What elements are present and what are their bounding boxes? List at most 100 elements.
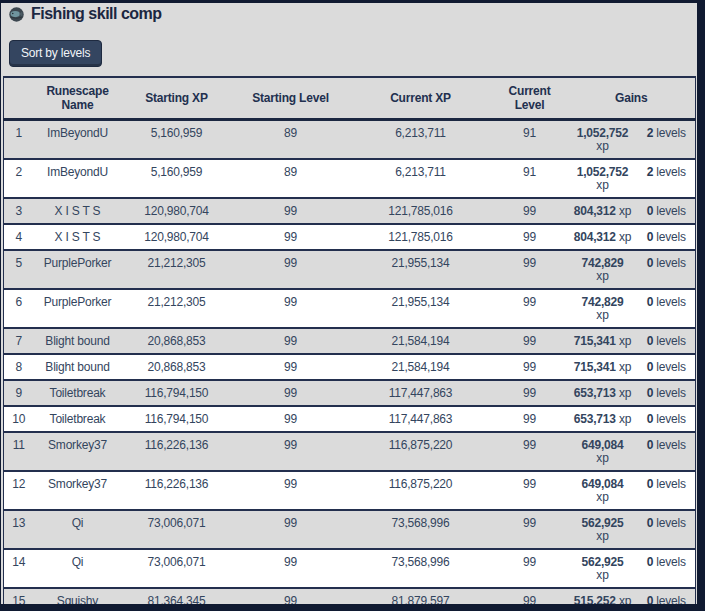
gains-xp-value: 653,713: [574, 386, 616, 400]
gains-levels-value: 0: [647, 256, 653, 270]
gains-xp-cell: 562,925xp: [568, 549, 638, 588]
rank-cell: 7: [4, 328, 34, 354]
table-row: 9Toiletbreak116,794,15099117,447,8639965…: [4, 380, 696, 406]
starting-level-cell: 99: [232, 588, 350, 611]
current-level-cell: 99: [492, 289, 568, 328]
header-runescape-name: Runescape Name: [34, 77, 122, 120]
name-cell: Sguishy: [34, 588, 122, 611]
page: Fishing skill comp Sort by levels Runesc…: [0, 0, 705, 611]
gains-xp-unit: xp: [596, 141, 608, 152]
name-cell: X I S T S: [34, 198, 122, 224]
rank-cell: 15: [4, 588, 34, 611]
starting-level-cell: 99: [232, 380, 350, 406]
gains-levels-cell: 0 levels: [638, 471, 696, 510]
skill-comp-table: Runescape Name Starting XP Starting Leve…: [3, 76, 696, 611]
rank-cell: 8: [4, 354, 34, 380]
current-xp-cell: 6,213,711: [350, 120, 492, 160]
current-level-cell: 99: [492, 471, 568, 510]
current-xp-cell: 121,785,016: [350, 198, 492, 224]
gains-levels-cell: 0 levels: [638, 510, 696, 549]
gains-levels-value: 0: [647, 295, 653, 309]
gains-xp-cell: 804,312 xp: [568, 198, 638, 224]
name-cell: X I S T S: [34, 224, 122, 250]
name-cell: ImBeyondU: [34, 159, 122, 198]
header-starting-xp: Starting XP: [122, 77, 232, 120]
gains-levels-value: 0: [647, 386, 653, 400]
starting-level-cell: 99: [232, 250, 350, 289]
name-cell: ImBeyondU: [34, 120, 122, 160]
current-xp-cell: 21,955,134: [350, 250, 492, 289]
header-gains: Gains: [568, 77, 696, 120]
starting-xp-cell: 21,212,305: [122, 289, 232, 328]
table-header: Runescape Name Starting XP Starting Leve…: [4, 77, 696, 120]
gains-levels-value: 0: [647, 334, 653, 348]
gains-xp-value: 653,713: [574, 412, 616, 426]
name-cell: Toiletbreak: [34, 380, 122, 406]
starting-xp-cell: 73,006,071: [122, 510, 232, 549]
gains-xp-unit: xp: [619, 336, 631, 347]
rank-cell: 2: [4, 159, 34, 198]
gains-xp-unit: xp: [619, 232, 631, 243]
gains-levels-value: 0: [647, 204, 653, 218]
current-level-cell: 99: [492, 549, 568, 588]
gains-xp-unit: xp: [596, 531, 608, 542]
current-level-cell: 91: [492, 159, 568, 198]
gains-levels-cell: 0 levels: [638, 380, 696, 406]
gains-xp-unit: xp: [619, 388, 631, 399]
starting-level-cell: 99: [232, 510, 350, 549]
gains-levels-cell: 0 levels: [638, 354, 696, 380]
table-row: 2ImBeyondU5,160,959896,213,711911,052,75…: [4, 159, 696, 198]
starting-xp-cell: 20,868,853: [122, 354, 232, 380]
rank-cell: 14: [4, 549, 34, 588]
gains-xp-unit: xp: [619, 414, 631, 425]
table-body: 1ImBeyondU5,160,959896,213,711911,052,75…: [4, 120, 696, 611]
starting-xp-cell: 81,364,345: [122, 588, 232, 611]
current-xp-cell: 6,213,711: [350, 159, 492, 198]
sort-by-levels-button[interactable]: Sort by levels: [9, 40, 102, 67]
gains-levels-value: 2: [647, 126, 653, 140]
current-level-cell: 99: [492, 432, 568, 471]
current-xp-cell: 21,955,134: [350, 289, 492, 328]
starting-level-cell: 89: [232, 120, 350, 160]
rank-cell: 3: [4, 198, 34, 224]
gains-levels-cell: 0 levels: [638, 289, 696, 328]
current-level-cell: 99: [492, 406, 568, 432]
starting-level-cell: 99: [232, 198, 350, 224]
gains-levels-value: 0: [647, 438, 653, 452]
gains-levels-value: 2: [647, 165, 653, 179]
gains-xp-value: 649,084: [582, 438, 624, 452]
gains-levels-cell: 0 levels: [638, 224, 696, 250]
rank-cell: 6: [4, 289, 34, 328]
rank-cell: 13: [4, 510, 34, 549]
current-level-cell: 99: [492, 588, 568, 611]
starting-level-cell: 99: [232, 471, 350, 510]
gains-xp-value: 562,925: [582, 555, 624, 569]
gains-levels-cell: 0 levels: [638, 588, 696, 611]
current-level-cell: 99: [492, 510, 568, 549]
table-row: 13Qi73,006,0719973,568,99699562,925xp0 l…: [4, 510, 696, 549]
current-xp-cell: 121,785,016: [350, 224, 492, 250]
name-cell: Smorkey37: [34, 471, 122, 510]
current-level-cell: 99: [492, 328, 568, 354]
gains-xp-cell: 649,084xp: [568, 432, 638, 471]
header-current-level: Current Level: [492, 77, 568, 120]
gains-xp-value: 562,925: [582, 516, 624, 530]
starting-xp-cell: 5,160,959: [122, 120, 232, 160]
table-row: 10Toiletbreak116,794,15099117,447,863996…: [4, 406, 696, 432]
current-xp-cell: 21,584,194: [350, 354, 492, 380]
starting-xp-cell: 21,212,305: [122, 250, 232, 289]
titlebar: Fishing skill comp: [1, 3, 697, 23]
starting-xp-cell: 116,226,136: [122, 471, 232, 510]
gains-xp-value: 1,052,752: [577, 126, 629, 140]
rank-cell: 9: [4, 380, 34, 406]
starting-level-cell: 99: [232, 289, 350, 328]
current-level-cell: 99: [492, 224, 568, 250]
gains-xp-unit: xp: [619, 362, 631, 373]
current-xp-cell: 73,568,996: [350, 549, 492, 588]
gains-levels-value: 0: [647, 412, 653, 426]
starting-level-cell: 99: [232, 432, 350, 471]
gains-xp-value: 804,312: [574, 230, 616, 244]
header-current-xp: Current XP: [350, 77, 492, 120]
rank-cell: 4: [4, 224, 34, 250]
gains-levels-cell: 0 levels: [638, 432, 696, 471]
